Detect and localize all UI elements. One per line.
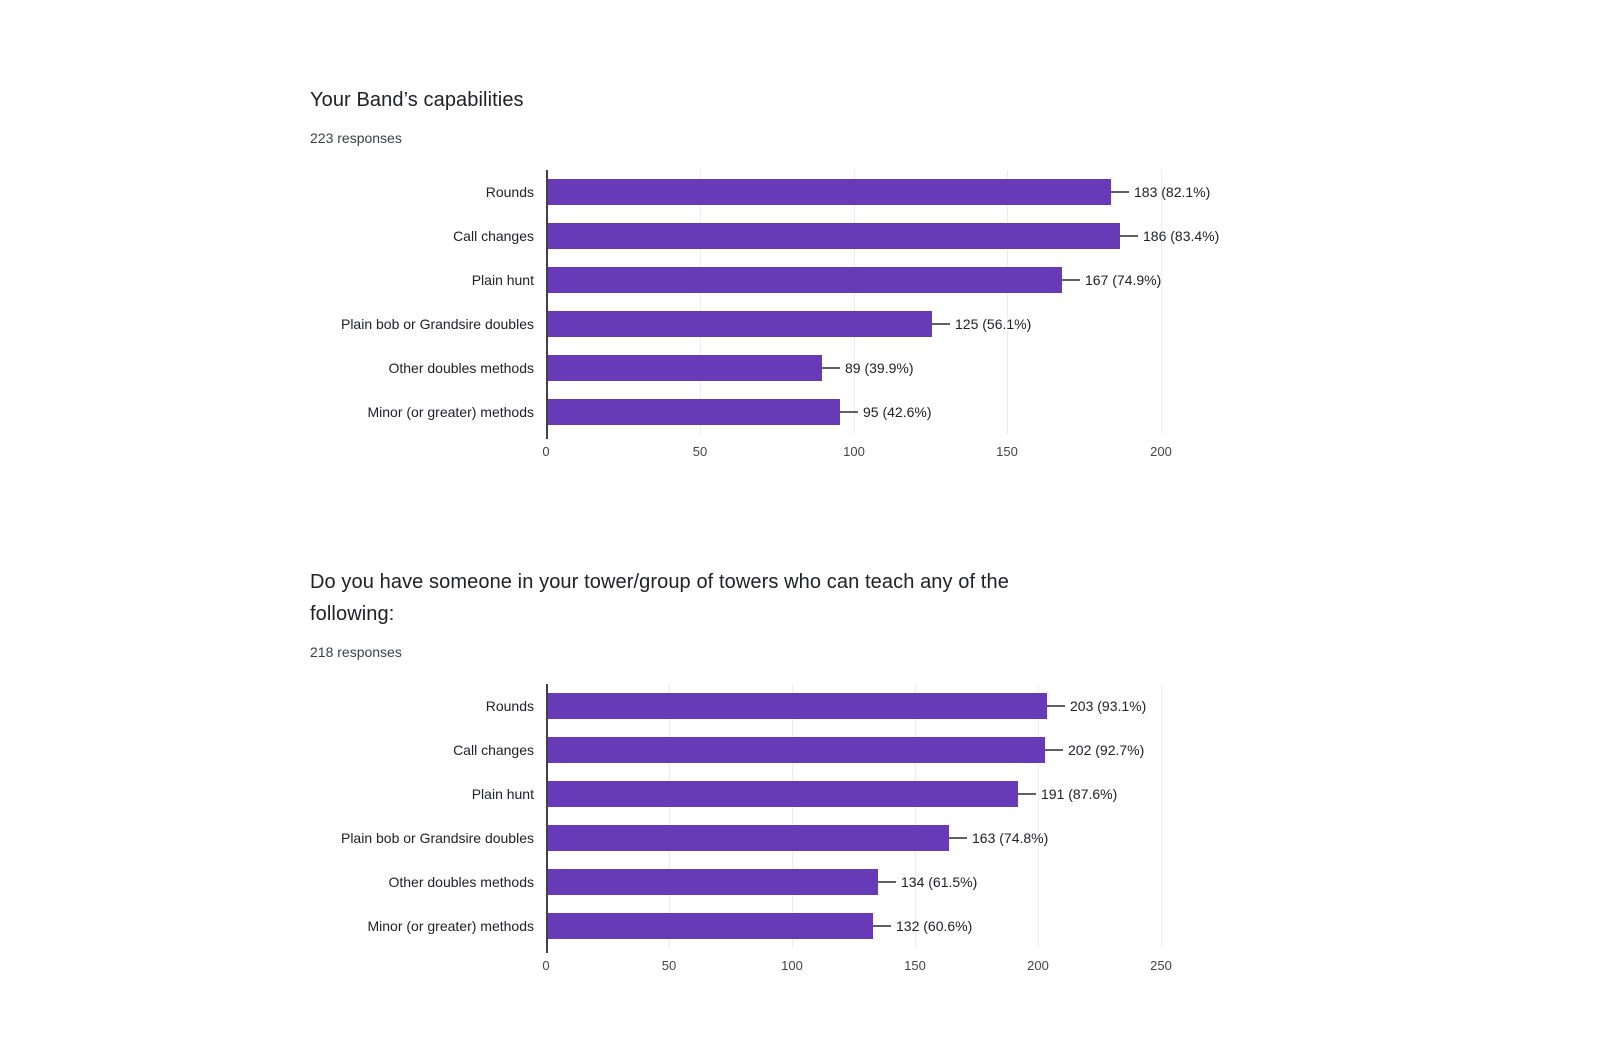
value-label: 89 (39.9%) [845,360,914,376]
x-axis-tick-label: 250 [1150,958,1172,973]
annotation-stem [949,837,967,839]
value-label: 186 (83.4%) [1143,228,1220,244]
annotation-stem [932,323,950,325]
gridline [792,684,793,948]
question-block-2: Do you have someone in your tower/group … [310,566,1220,982]
value-label: 132 (60.6%) [896,918,973,934]
bar [548,693,1047,719]
category-label: Call changes [453,228,534,244]
bar [548,223,1120,249]
x-axis-tick-label: 200 [1027,958,1049,973]
value-label: 163 (74.8%) [972,830,1049,846]
annotation-stem [1062,279,1080,281]
x-axis-tick-label: 150 [904,958,926,973]
bar [548,869,878,895]
response-count: 218 responses [310,644,402,660]
category-label: Minor (or greater) methods [367,404,534,420]
category-label: Plain bob or Grandsire doubles [340,830,534,846]
category-label: Rounds [485,184,534,200]
bar [548,825,949,851]
y-axis-line [546,170,548,439]
value-label: 203 (93.1%) [1070,698,1147,714]
question-title: Your Band’s capabilities [310,89,524,111]
value-label: 125 (56.1%) [955,316,1032,332]
question-title: Do you have someone in your tower/group … [310,571,1009,625]
value-label: 202 (92.7%) [1068,742,1145,758]
question-block-1: Your Band’s capabilities 223 responses 1… [310,84,1220,468]
bar [548,737,1045,763]
gridline [915,684,916,948]
annotation-stem [1045,749,1063,751]
x-axis-tick-label: 50 [661,958,677,973]
annotation-stem [1120,235,1138,237]
gridline [669,684,670,948]
annotation-stem [822,367,840,369]
bar [548,311,932,337]
value-label: 183 (82.1%) [1134,184,1211,200]
x-axis-tick-label: 100 [781,958,803,973]
x-axis-tick-label: 150 [996,444,1018,459]
bar-chart: 203 (93.1%) 202 (92.7%) 191 (87.6%) 163 (74… [310,684,1206,982]
bar [548,355,822,381]
bar [548,267,1062,293]
gridline [854,170,855,434]
category-label: Call changes [453,742,534,758]
category-label: Plain bob or Grandsire doubles [340,316,534,332]
annotation-stem [873,925,891,927]
gridline [700,170,701,434]
gridline [1161,170,1162,434]
x-axis-tick-label: 0 [542,444,550,459]
annotation-stem [840,411,858,413]
category-label: Other doubles methods [388,360,534,376]
y-axis-line [546,684,548,953]
annotation-stem [1111,191,1129,193]
plot-area: 203 (93.1%) 202 (92.7%) 191 (87.6%) 163 (74… [546,684,1206,953]
category-label: Plain hunt [471,786,534,802]
bar [548,781,1018,807]
annotation-stem [1018,793,1036,795]
value-label: 95 (42.6%) [863,404,932,420]
annotation-stem [1047,705,1065,707]
x-axis-tick-label: 50 [692,444,708,459]
x-axis-tick-label: 100 [843,444,865,459]
category-label: Minor (or greater) methods [367,918,534,934]
x-axis-tick-label: 200 [1150,444,1172,459]
category-label: Plain hunt [471,272,534,288]
x-axis-tick-label: 0 [542,958,550,973]
gridline [1007,170,1008,434]
category-label: Rounds [485,698,534,714]
annotation-stem [878,881,896,883]
bar-chart: 183 (82.1%) 186 (83.4%) 167 (74.9%) 125 (56… [310,170,1219,468]
bar [548,399,840,425]
value-label: 191 (87.6%) [1041,786,1118,802]
gridline [1161,684,1162,948]
response-count: 223 responses [310,130,402,146]
plot-area: 183 (82.1%) 186 (83.4%) 167 (74.9%) 125 (56… [546,170,1219,439]
bar [548,913,873,939]
value-label: 167 (74.9%) [1085,272,1162,288]
category-label: Other doubles methods [388,874,534,890]
gridline [1038,684,1039,948]
value-label: 134 (61.5%) [901,874,978,890]
bar [548,179,1111,205]
